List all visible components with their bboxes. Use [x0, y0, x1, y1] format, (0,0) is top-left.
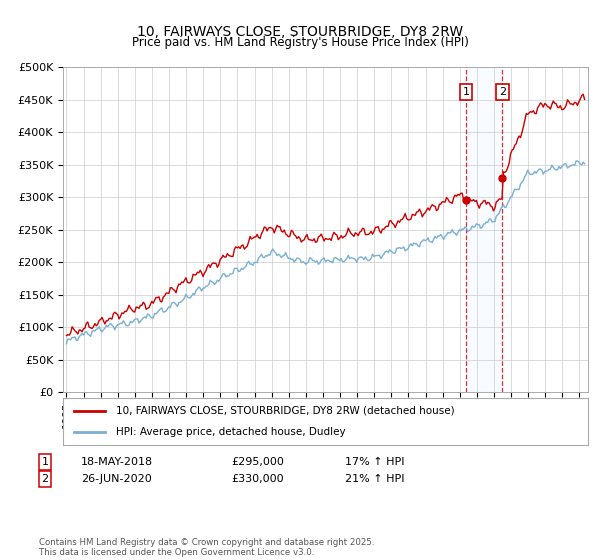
Text: 26-JUN-2020: 26-JUN-2020	[81, 474, 152, 484]
Text: HPI: Average price, detached house, Dudley: HPI: Average price, detached house, Dudl…	[115, 427, 345, 437]
Text: 17% ↑ HPI: 17% ↑ HPI	[345, 457, 404, 467]
Text: Contains HM Land Registry data © Crown copyright and database right 2025.
This d: Contains HM Land Registry data © Crown c…	[39, 538, 374, 557]
Text: 1: 1	[41, 457, 49, 467]
Text: Price paid vs. HM Land Registry's House Price Index (HPI): Price paid vs. HM Land Registry's House …	[131, 36, 469, 49]
Text: 2: 2	[499, 87, 506, 97]
Bar	[466, 67, 502, 392]
Text: 21% ↑ HPI: 21% ↑ HPI	[345, 474, 404, 484]
Text: 2: 2	[41, 474, 49, 484]
Text: £295,000: £295,000	[231, 457, 284, 467]
Text: £330,000: £330,000	[231, 474, 284, 484]
Text: 1: 1	[463, 87, 470, 97]
Text: 10, FAIRWAYS CLOSE, STOURBRIDGE, DY8 2RW: 10, FAIRWAYS CLOSE, STOURBRIDGE, DY8 2RW	[137, 25, 463, 39]
Text: 10, FAIRWAYS CLOSE, STOURBRIDGE, DY8 2RW (detached house): 10, FAIRWAYS CLOSE, STOURBRIDGE, DY8 2RW…	[115, 406, 454, 416]
Text: 18-MAY-2018: 18-MAY-2018	[81, 457, 153, 467]
